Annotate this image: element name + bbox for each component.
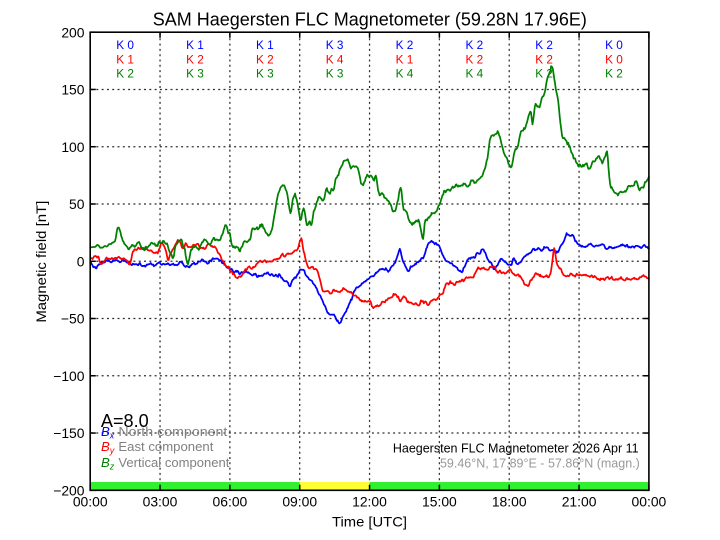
svg-text:Haegersten FLC Magnetometer 20: Haegersten FLC Magnetometer 2026 Apr 11	[393, 442, 639, 456]
svg-text:K 2: K 2	[256, 52, 274, 66]
svg-text:K 1: K 1	[186, 38, 204, 52]
svg-text:K 0: K 0	[605, 52, 623, 66]
svg-text:K 4: K 4	[465, 67, 483, 81]
svg-text:18:00: 18:00	[492, 494, 527, 510]
svg-text:09:00: 09:00	[282, 494, 317, 510]
svg-text:12:00: 12:00	[352, 494, 387, 510]
svg-text:K 2: K 2	[465, 52, 483, 66]
svg-text:East component: East component	[118, 440, 214, 454]
svg-text:21:00: 21:00	[562, 494, 597, 510]
svg-text:100: 100	[61, 139, 84, 155]
svg-text:200: 200	[61, 24, 84, 40]
svg-text:−100: −100	[53, 368, 85, 384]
svg-text:−200: −200	[53, 483, 85, 499]
svg-text:15:00: 15:00	[422, 494, 457, 510]
svg-text:K 3: K 3	[186, 67, 204, 81]
svg-text:K 0: K 0	[116, 38, 134, 52]
svg-text:K 0: K 0	[605, 38, 623, 52]
svg-text:K 2: K 2	[535, 67, 553, 81]
svg-text:−50: −50	[61, 311, 85, 327]
svg-text:A=8.0: A=8.0	[101, 411, 149, 431]
svg-text:K 2: K 2	[535, 52, 553, 66]
svg-text:Time [UTC]: Time [UTC]	[332, 514, 407, 530]
svg-text:K 1: K 1	[256, 38, 274, 52]
svg-text:K 1: K 1	[116, 52, 134, 66]
svg-text:00:00: 00:00	[73, 494, 108, 510]
svg-text:K 2: K 2	[186, 52, 204, 66]
svg-text:K 4: K 4	[396, 67, 414, 81]
svg-text:K 2: K 2	[396, 38, 414, 52]
svg-text:K 2: K 2	[465, 38, 483, 52]
svg-text:00:00: 00:00	[632, 494, 667, 510]
svg-text:Magnetic field [nT]: Magnetic field [nT]	[33, 201, 49, 323]
svg-text:K 2: K 2	[605, 67, 623, 81]
svg-text:K 3: K 3	[326, 67, 344, 81]
svg-text:−150: −150	[53, 425, 85, 441]
svg-text:SAM Haegersten FLC Magnetomete: SAM Haegersten FLC Magnetometer (59.28N …	[153, 9, 587, 29]
svg-text:150: 150	[61, 82, 84, 98]
svg-text:K 3: K 3	[256, 67, 274, 81]
svg-text:K 2: K 2	[535, 38, 553, 52]
svg-text:Vertical component: Vertical component	[118, 456, 230, 470]
svg-text:K 4: K 4	[326, 52, 344, 66]
svg-text:K 2: K 2	[116, 67, 134, 81]
svg-text:0: 0	[77, 253, 85, 269]
svg-text:K 1: K 1	[396, 52, 414, 66]
svg-text:03:00: 03:00	[143, 494, 178, 510]
svg-text:North component: North component	[118, 425, 228, 439]
svg-text:06:00: 06:00	[213, 494, 248, 510]
svg-text:K 3: K 3	[326, 38, 344, 52]
svg-text:59.46°N, 17.89°E - 57.86°N (ma: 59.46°N, 17.89°E - 57.86°N (magn.)	[440, 456, 640, 470]
svg-text:50: 50	[69, 196, 85, 212]
